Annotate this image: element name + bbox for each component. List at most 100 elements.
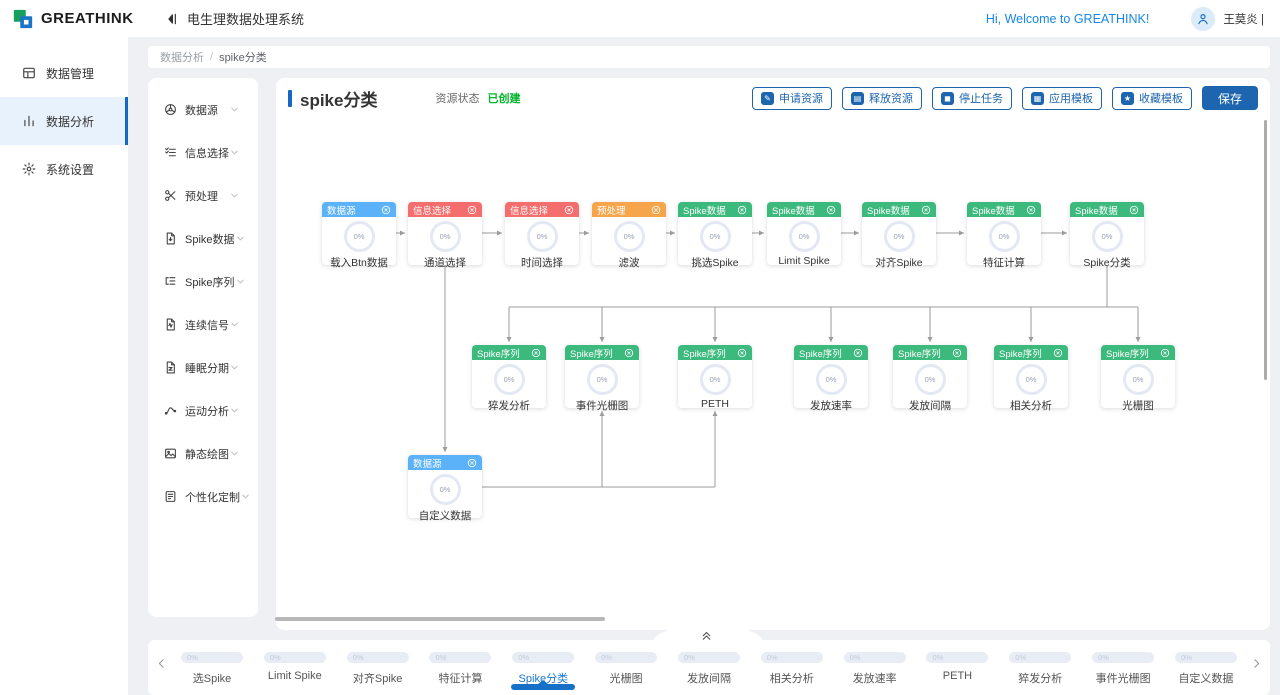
double-chevron-up-icon[interactable]: [700, 629, 713, 642]
chevron-down-icon[interactable]: [240, 491, 251, 502]
chevron-down-icon[interactable]: [229, 190, 240, 201]
close-icon[interactable]: [952, 348, 962, 358]
flow-node[interactable]: Spike数据 0% 挑选Spike: [678, 202, 752, 269]
close-icon[interactable]: [467, 458, 477, 468]
catalog-item-2[interactable]: 信息选择: [148, 131, 258, 174]
toolbar-button-label: 应用模板: [1048, 93, 1093, 105]
flow-node[interactable]: Spike序列 0% 光栅图: [1101, 345, 1175, 412]
close-icon[interactable]: [1129, 205, 1139, 215]
catalog-item-8[interactable]: 运动分析: [148, 389, 258, 432]
filmstrip-tab-4[interactable]: 0% 特征计算: [420, 640, 500, 695]
close-icon[interactable]: [651, 205, 661, 215]
flow-node[interactable]: Spike数据 0% 特征计算: [967, 202, 1041, 269]
close-icon[interactable]: [737, 348, 747, 358]
flow-node-body: 0% 光栅图: [1101, 364, 1175, 413]
topbar: GREATHINK 电生理数据处理系统 Hi, Welcome to GREAT…: [0, 0, 1280, 37]
chevron-left-icon[interactable]: [155, 657, 168, 670]
catalog-item-3[interactable]: 预处理: [148, 174, 258, 217]
close-icon[interactable]: [564, 205, 574, 215]
filmstrip-tab-9[interactable]: 0% 发放速率: [835, 640, 915, 695]
filmstrip-tab-3[interactable]: 0% 对齐Spike: [338, 640, 418, 695]
toolbar-button-2[interactable]: ▤ 释放资源: [841, 86, 922, 110]
filmstrip-tab-2[interactable]: 0% Limit Spike: [255, 640, 335, 695]
close-icon[interactable]: [1160, 348, 1170, 358]
flow-node[interactable]: Spike序列 0% 相关分析: [994, 345, 1068, 412]
chevron-down-icon[interactable]: [235, 233, 246, 244]
progress-ring: 0%: [429, 474, 461, 505]
flow-node[interactable]: 信息选择 0% 时间选择: [505, 202, 579, 269]
filmstrip-tab-13[interactable]: 0% 自定义数据: [1166, 640, 1246, 695]
flow-node[interactable]: 信息选择 0% 通道选择: [408, 202, 482, 269]
horizontal-scrollbar[interactable]: [275, 617, 605, 621]
flow-node[interactable]: Spike数据 0% Limit Spike: [767, 202, 841, 267]
close-icon[interactable]: [853, 348, 863, 358]
filmstrip-tab-12[interactable]: 0% 事件光栅图: [1083, 640, 1163, 695]
catalog-item-label: 连续信号: [185, 319, 229, 332]
toolbar-button-1[interactable]: ✎ 申请资源: [751, 86, 832, 110]
catalog-item-1[interactable]: 数据源: [148, 88, 258, 131]
toolbar-button-3[interactable]: ◼ 停止任务: [931, 86, 1012, 110]
flow-node[interactable]: Spike序列 0% 猝发分析: [472, 345, 546, 412]
chevron-down-icon[interactable]: [229, 104, 240, 115]
catalog-item-4[interactable]: Spike数据: [148, 217, 258, 260]
chevron-down-icon[interactable]: [229, 448, 240, 459]
close-icon[interactable]: [1026, 205, 1036, 215]
avatar[interactable]: [1191, 6, 1216, 31]
static-plot-icon: [164, 447, 177, 460]
breadcrumb-section[interactable]: 数据分析: [160, 52, 204, 64]
chevron-right-icon[interactable]: [1250, 657, 1263, 670]
flow-node-type: 数据源: [327, 205, 356, 217]
progress-ring: 0%: [1015, 364, 1047, 395]
chevron-down-icon[interactable]: [229, 147, 240, 158]
flow-node[interactable]: Spike序列 0% 发放速率: [794, 345, 868, 412]
flow-node[interactable]: 数据源 0% 载入Btn数据: [322, 202, 396, 269]
chevron-down-icon[interactable]: [229, 362, 240, 373]
username[interactable]: 王莫炎 |: [1223, 13, 1264, 26]
flow-node-type: Spike序列: [799, 348, 842, 360]
filmstrip-tab-8[interactable]: 0% 相关分析: [752, 640, 832, 695]
close-icon[interactable]: [737, 205, 747, 215]
catalog-item-7[interactable]: 睡眠分期: [148, 346, 258, 389]
flow-node-type: Spike序列: [570, 348, 613, 360]
vertical-scrollbar[interactable]: [1264, 120, 1267, 380]
close-icon[interactable]: [826, 205, 836, 215]
toolbar-button-4[interactable]: ▦ 应用模板: [1021, 86, 1102, 110]
flow-node[interactable]: 预处理 0% 滤波: [592, 202, 666, 269]
chevron-down-icon[interactable]: [229, 405, 240, 416]
collapse-panel-icon[interactable]: [166, 12, 180, 26]
close-icon[interactable]: [467, 205, 477, 215]
close-icon[interactable]: [531, 348, 541, 358]
flow-node[interactable]: 数据源 0% 自定义数据: [408, 455, 482, 522]
catalog-item-9[interactable]: 静态绘图: [148, 432, 258, 475]
filmstrip-tab-label: 对齐Spike: [352, 673, 403, 685]
toolbar-button-5[interactable]: ★ 收藏模板: [1111, 86, 1192, 110]
chevron-down-icon[interactable]: [229, 319, 240, 330]
flow-node[interactable]: Spike序列 0% 发放间隔: [893, 345, 967, 412]
filmstrip-tab-10[interactable]: 0% PETH: [917, 640, 997, 695]
sidebar-item-2[interactable]: 数据分析: [0, 97, 128, 145]
catalog-item-6[interactable]: 连续信号: [148, 303, 258, 346]
flow-node[interactable]: Spike序列 0% PETH: [678, 345, 752, 410]
flow-node[interactable]: Spike数据 0% Spike分类: [1070, 202, 1144, 269]
catalog-item-5[interactable]: Spike序列: [148, 260, 258, 303]
close-icon[interactable]: [1053, 348, 1063, 358]
sidebar-item-1[interactable]: 数据管理: [0, 49, 128, 97]
filmstrip-tab-5[interactable]: 0% Spike分类: [503, 640, 583, 695]
flow-node[interactable]: Spike序列 0% 事件光栅图: [565, 345, 639, 412]
close-icon[interactable]: [381, 205, 391, 215]
save-button[interactable]: 保存: [1201, 86, 1258, 110]
catalog-item-10[interactable]: 个性化定制: [148, 475, 258, 518]
flow-node-type: Spike数据: [972, 205, 1015, 217]
flow-node[interactable]: Spike数据 0% 对齐Spike: [862, 202, 936, 269]
filmstrip-tab-1[interactable]: 0% 选Spike: [172, 640, 252, 695]
flow-node-type: 数据源: [413, 458, 442, 470]
close-icon[interactable]: [921, 205, 931, 215]
spike-series-icon: [164, 275, 177, 288]
app-title: 电生理数据处理系统: [187, 12, 305, 27]
chevron-down-icon[interactable]: [235, 276, 246, 287]
filmstrip-tab-11[interactable]: 0% 猝发分析: [1000, 640, 1080, 695]
filmstrip-tab-6[interactable]: 0% 光栅图: [586, 640, 666, 695]
filmstrip-tab-7[interactable]: 0% 发放间隔: [669, 640, 749, 695]
sidebar-item-3[interactable]: 系统设置: [0, 145, 128, 193]
close-icon[interactable]: [624, 348, 634, 358]
